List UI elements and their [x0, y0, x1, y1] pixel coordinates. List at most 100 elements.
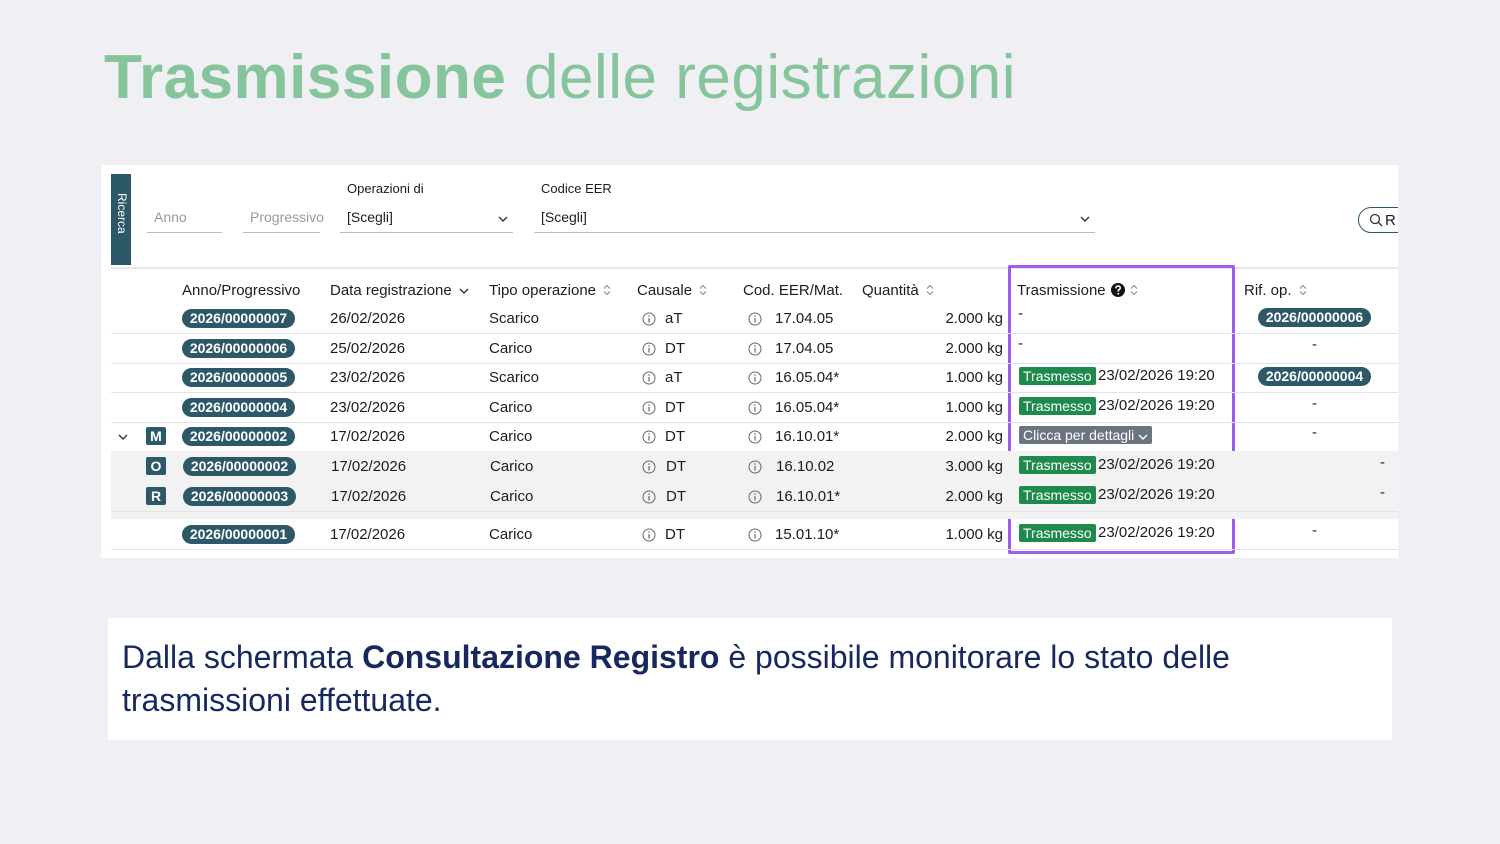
sort-icon — [926, 284, 934, 296]
row-divider — [111, 511, 1398, 512]
select[interactable] — [534, 203, 1095, 233]
causale: aT — [665, 310, 683, 327]
tipo-operazione: Carico — [490, 458, 534, 475]
row-gap — [111, 512, 1398, 519]
info-icon — [642, 371, 656, 385]
data-registrazione: 23/02/2026 — [330, 399, 406, 416]
title-bold: Trasmissione — [104, 43, 507, 112]
select-chevron — [1080, 215, 1090, 223]
flag-badge: R — [146, 487, 166, 505]
cod-eer: 17.04.05 — [775, 310, 834, 327]
column-header: Causale — [637, 282, 693, 299]
help-icon — [1110, 283, 1125, 297]
header-divider — [111, 267, 1398, 269]
cod-eer: 15.01.10* — [775, 526, 840, 543]
sort-icon — [1130, 284, 1138, 296]
cod-eer: 16.10.01* — [775, 428, 840, 445]
progressivo[interactable]: 2026/00000002 — [182, 427, 295, 446]
progressivo[interactable]: 2026/00000006 — [182, 339, 295, 358]
tipo-operazione: Carico — [489, 399, 533, 416]
trasmissione-datetime: 23/02/2026 19:20 — [1098, 524, 1215, 541]
row-divider — [111, 549, 1398, 550]
rif-op[interactable]: 2026/00000004 — [1258, 367, 1371, 386]
status-badge: Trasmesso — [1019, 456, 1096, 474]
caption-bold: Consultazione Registro — [362, 639, 720, 675]
column-header: Rif. op. — [1244, 282, 1292, 299]
select[interactable] — [340, 203, 513, 233]
info-icon — [642, 430, 656, 444]
trasmissione-datetime: 23/02/2026 19:20 — [1098, 367, 1215, 384]
progressivo[interactable]: 2026/00000005 — [182, 368, 295, 387]
data-registrazione: 26/02/2026 — [330, 310, 406, 327]
causale: DT — [666, 488, 686, 505]
rif-op-empty: - — [1312, 522, 1317, 539]
progressivo[interactable]: 2026/00000004 — [182, 398, 295, 417]
trasmissione-datetime: 23/02/2026 19:20 — [1098, 456, 1215, 473]
info-icon — [748, 371, 762, 385]
input-placeholder: Progressivo — [250, 209, 324, 225]
trasmissione-datetime: 23/02/2026 19:20 — [1098, 397, 1215, 414]
cod-eer: 16.05.04* — [775, 369, 840, 386]
quantita: 2.000 kg — [945, 428, 1003, 445]
cod-eer: 16.10.01* — [776, 488, 841, 505]
select-value: [Scegli] — [541, 209, 587, 225]
causale: DT — [665, 340, 685, 357]
progressivo[interactable]: 2026/00000001 — [182, 525, 295, 544]
caption-before: Dalla schermata — [122, 639, 354, 675]
cod-eer: 16.10.02 — [776, 458, 835, 475]
search-input[interactable] — [243, 203, 320, 233]
caption-after: è possibile monitorare lo stato delle tr… — [122, 639, 1230, 718]
causale: DT — [665, 399, 685, 416]
causale: aT — [665, 369, 683, 386]
info-icon — [748, 430, 762, 444]
data-registrazione: 25/02/2026 — [330, 340, 406, 357]
rif-op-empty: - — [1380, 484, 1385, 501]
info-icon — [642, 528, 656, 542]
search-tab-label: Ricerca — [115, 193, 129, 234]
quantita: 2.000 kg — [945, 310, 1003, 327]
causale: DT — [666, 458, 686, 475]
status-badge: Trasmesso — [1019, 397, 1096, 415]
quantita: 3.000 kg — [945, 458, 1003, 475]
rif-op-empty: - — [1312, 424, 1317, 441]
data-registrazione: 17/02/2026 — [330, 428, 406, 445]
caption-text: Dalla schermata Consultazione Registro è… — [122, 636, 1347, 722]
screenshot: Ricerca R Anno Progressivo Operazioni di [S… — [101, 165, 1398, 558]
row-divider — [111, 333, 1398, 334]
row-divider — [111, 363, 1398, 364]
rif-op[interactable]: 2026/00000006 — [1258, 308, 1371, 327]
progressivo[interactable]: 2026/00000003 — [183, 487, 296, 506]
sort-icon — [699, 284, 707, 296]
tipo-operazione: Scarico — [489, 310, 540, 327]
select-label: Codice EER — [541, 181, 612, 196]
input-placeholder: Anno — [154, 209, 187, 225]
data-registrazione: 17/02/2026 — [330, 526, 406, 543]
search-input[interactable] — [147, 203, 222, 233]
info-icon — [748, 401, 762, 415]
transmission-highlight — [1008, 265, 1235, 554]
details-button[interactable]: Clicca per dettagli — [1019, 426, 1153, 444]
column-header: Anno/Progressivo — [182, 282, 301, 299]
row-divider — [111, 392, 1398, 393]
quantita: 2.000 kg — [945, 340, 1003, 357]
tipo-operazione: Carico — [489, 526, 533, 543]
column-header: Data registrazione — [330, 282, 452, 299]
search-button[interactable]: R — [1358, 207, 1398, 233]
progressivo[interactable]: 2026/00000002 — [183, 457, 296, 476]
search-tab[interactable] — [111, 174, 131, 265]
quantita: 1.000 kg — [945, 399, 1003, 416]
progressivo[interactable]: 2026/00000007 — [182, 309, 295, 328]
sort-icon — [1299, 284, 1307, 296]
rif-op-empty: - — [1312, 395, 1317, 412]
column-header: Trasmissione — [1017, 282, 1106, 299]
data-registrazione: 23/02/2026 — [330, 369, 406, 386]
info-icon — [748, 342, 762, 356]
info-icon — [642, 490, 656, 504]
cod-eer: 17.04.05 — [775, 340, 834, 357]
caption-box: Dalla schermata Consultazione Registro è… — [108, 618, 1392, 740]
title-light: delle registrazioni — [524, 43, 1017, 112]
tipo-operazione: Carico — [489, 428, 533, 445]
quantita: 2.000 kg — [945, 488, 1003, 505]
tipo-operazione: Carico — [490, 488, 534, 505]
